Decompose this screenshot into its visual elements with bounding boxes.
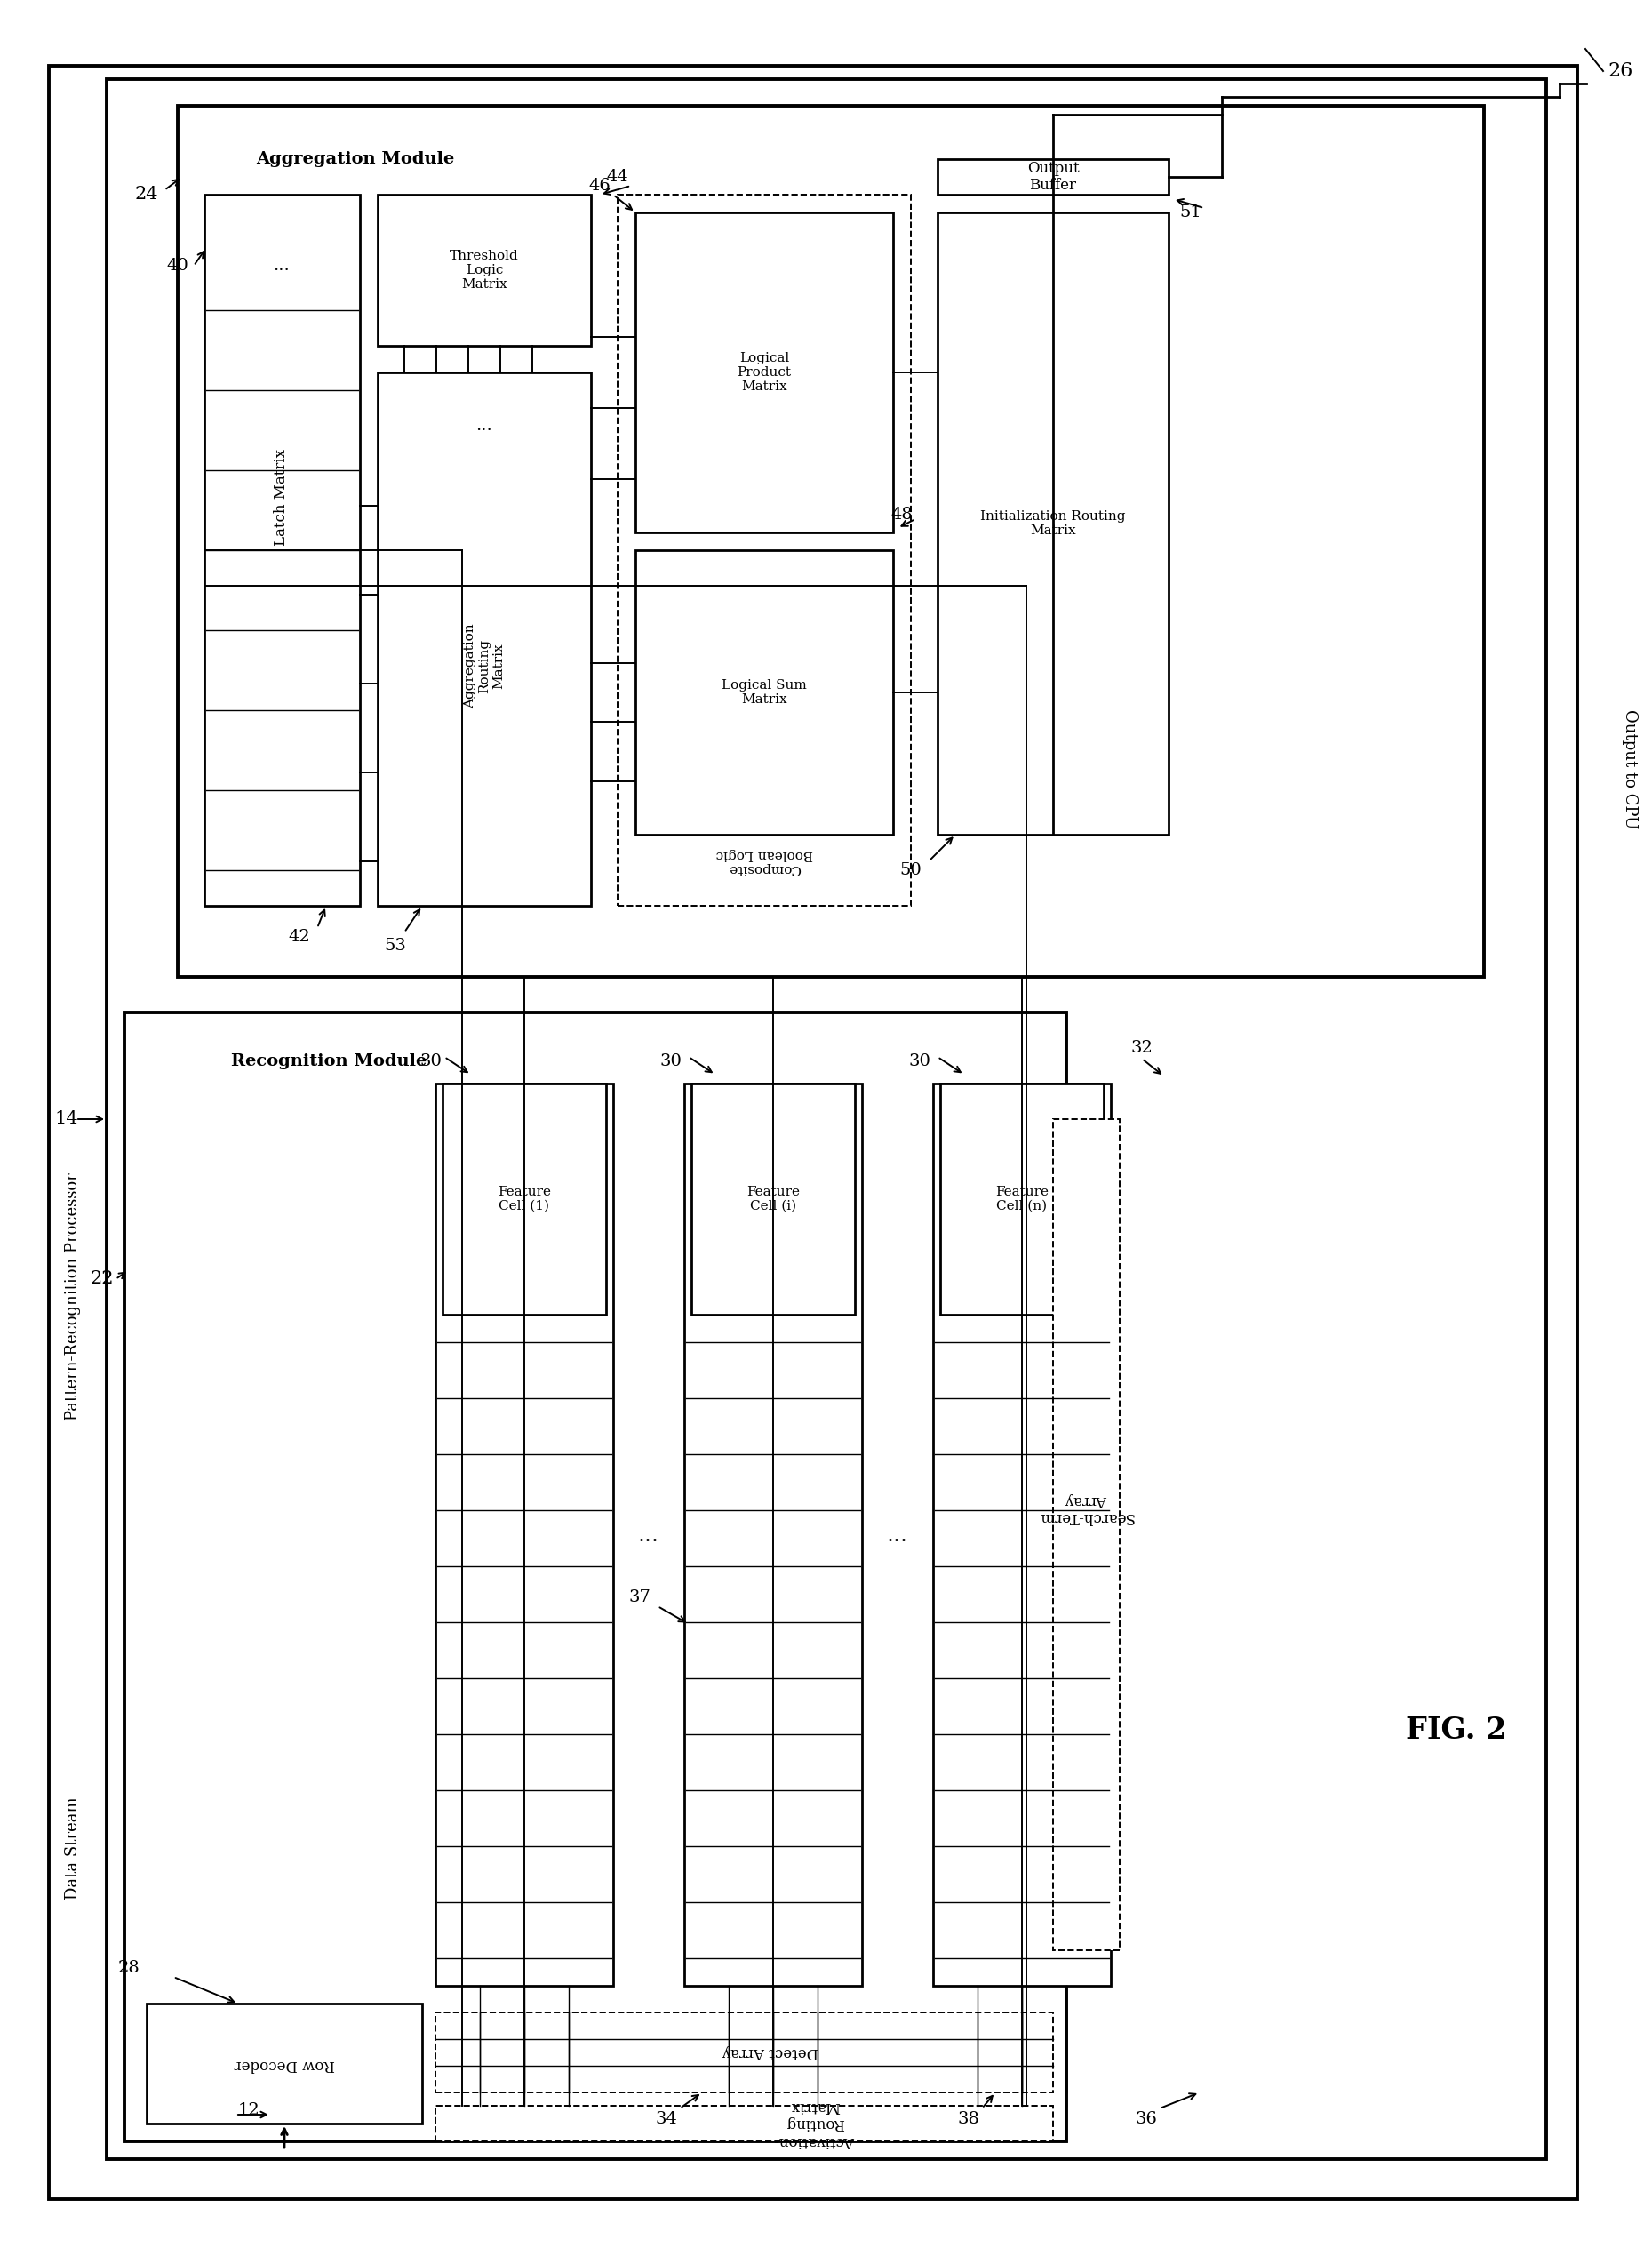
Text: Detect Array: Detect Array — [722, 2046, 818, 2059]
Bar — [938, 214, 1168, 834]
Bar — [107, 79, 1546, 2158]
Bar — [1052, 1120, 1120, 1951]
Text: Data Stream: Data Stream — [64, 1796, 81, 1900]
Text: 36: 36 — [1135, 2111, 1158, 2127]
Text: Aggregation
Routing
Matrix: Aggregation Routing Matrix — [464, 623, 506, 708]
Text: Pattern-Recognition Processor: Pattern-Recognition Processor — [64, 1173, 81, 1421]
Bar — [618, 196, 910, 906]
Text: Activation-
Routing
Matrix: Activation- Routing Matrix — [775, 2100, 856, 2149]
Text: 40: 40 — [167, 259, 188, 274]
Bar — [933, 1084, 1110, 1985]
Text: 53: 53 — [385, 937, 406, 953]
Text: 37: 37 — [629, 1589, 651, 1605]
Bar — [378, 196, 591, 346]
Bar — [378, 373, 591, 906]
Text: Recognition Module: Recognition Module — [231, 1054, 426, 1070]
Text: 30: 30 — [659, 1054, 682, 1070]
Text: 30: 30 — [420, 1054, 443, 1070]
Text: 24: 24 — [135, 187, 159, 202]
Text: 50: 50 — [900, 863, 922, 879]
Text: ...: ... — [273, 259, 291, 274]
Bar — [436, 1084, 613, 1985]
Text: 22: 22 — [91, 1270, 114, 1288]
Text: ...: ... — [887, 1524, 909, 1544]
Text: Output to CPU: Output to CPU — [1622, 708, 1637, 830]
Text: 42: 42 — [289, 928, 311, 944]
Bar — [205, 196, 360, 906]
Text: ...: ... — [476, 418, 492, 434]
Bar — [436, 2012, 1052, 2093]
Bar — [636, 551, 894, 834]
Bar — [178, 106, 1483, 978]
Bar — [147, 2003, 423, 2124]
Bar — [636, 214, 894, 533]
Text: 48: 48 — [890, 506, 914, 524]
Bar — [443, 1084, 606, 1315]
Text: Logical
Product
Matrix: Logical Product Matrix — [737, 353, 791, 393]
Text: Threshold
Logic
Matrix: Threshold Logic Matrix — [449, 250, 519, 290]
Bar — [684, 1084, 862, 1985]
Text: FIG. 2: FIG. 2 — [1406, 1715, 1507, 1744]
Text: 46: 46 — [588, 178, 611, 193]
Bar — [692, 1084, 854, 1315]
Text: 30: 30 — [909, 1054, 930, 1070]
Text: Composite
Boolean Logic: Composite Boolean Logic — [715, 847, 813, 874]
Text: Row Decoder: Row Decoder — [235, 2057, 335, 2073]
Bar — [436, 2106, 1052, 2142]
Text: Output
Buffer: Output Buffer — [1028, 160, 1079, 193]
Text: 32: 32 — [1132, 1041, 1153, 1057]
Text: 51: 51 — [1180, 205, 1201, 220]
Bar — [940, 1084, 1104, 1315]
Text: Logical Sum
Matrix: Logical Sum Matrix — [722, 679, 806, 706]
Text: Feature
Cell (n): Feature Cell (n) — [995, 1185, 1049, 1212]
Text: Search-Term
Array: Search-Term Array — [1037, 1493, 1133, 1524]
Text: Initialization Routing
Matrix: Initialization Routing Matrix — [980, 510, 1125, 537]
Text: 14: 14 — [55, 1111, 79, 1128]
Text: 44: 44 — [606, 169, 629, 184]
Text: Aggregation Module: Aggregation Module — [256, 151, 454, 166]
Text: 12: 12 — [238, 2102, 259, 2118]
Text: Latch Matrix: Latch Matrix — [274, 447, 289, 546]
Text: 26: 26 — [1609, 61, 1634, 81]
Text: Feature
Cell (i): Feature Cell (i) — [747, 1185, 800, 1212]
Text: 38: 38 — [958, 2111, 980, 2127]
Bar — [938, 160, 1168, 196]
Text: Feature
Cell (1): Feature Cell (1) — [497, 1185, 552, 1212]
Text: ...: ... — [638, 1524, 659, 1544]
Bar — [124, 1012, 1067, 2142]
Text: 28: 28 — [117, 1960, 140, 1976]
Text: 34: 34 — [656, 2111, 677, 2127]
